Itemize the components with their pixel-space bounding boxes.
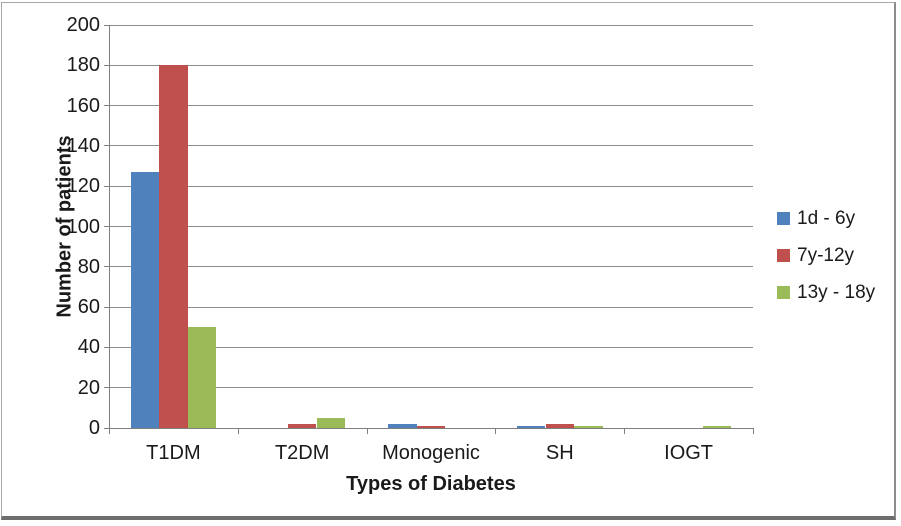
x-tick-mark xyxy=(753,429,754,434)
x-axis-line xyxy=(109,428,754,429)
x-category-label: T1DM xyxy=(146,442,201,464)
legend-item: 13y - 18y xyxy=(777,280,875,305)
y-tick-label: 20 xyxy=(77,376,100,399)
gridline xyxy=(109,145,753,147)
gridline xyxy=(109,387,753,389)
bar-1d-6y-SH xyxy=(516,426,546,428)
gridline xyxy=(109,24,753,26)
bar-7y-12y-T1DM xyxy=(159,65,188,428)
y-tick-mark xyxy=(104,387,109,389)
y-tick-mark xyxy=(104,226,109,227)
legend-item: 1d - 6y xyxy=(777,206,875,231)
legend-item: 7y-12y xyxy=(777,243,875,268)
x-tick-mark xyxy=(237,429,239,434)
y-tick-label: 140 xyxy=(66,134,100,157)
y-tick-label: 200 xyxy=(66,14,100,36)
x-tick-mark xyxy=(495,429,497,434)
legend-swatch-icon xyxy=(777,212,790,225)
x-category-label: SH xyxy=(545,442,574,464)
gridline xyxy=(109,64,753,66)
bar-1d-6y-T1DM xyxy=(130,172,160,428)
gridline xyxy=(109,346,753,348)
y-tick-label: 40 xyxy=(77,336,100,359)
y-tick-mark xyxy=(104,24,109,26)
legend-label: 7y-12y xyxy=(797,244,855,266)
legend: 1d - 6y 7y-12y 13y - 18y xyxy=(777,206,875,317)
y-tick-label: 100 xyxy=(66,215,100,238)
x-category-label: Monogenic xyxy=(382,442,480,464)
legend-label: 13y - 18y xyxy=(797,281,876,303)
y-tick-mark xyxy=(104,306,109,308)
gridline xyxy=(109,266,753,268)
y-tick-mark xyxy=(104,145,109,147)
y-tick-label: 120 xyxy=(66,175,100,198)
legend-label: 1d - 6y xyxy=(797,207,856,229)
y-tick-mark xyxy=(104,185,109,187)
y-tick-label: 80 xyxy=(77,255,100,278)
y-axis-line xyxy=(109,25,110,429)
y-tick-label: 0 xyxy=(88,417,100,439)
bar-13y-18y-SH xyxy=(574,426,603,428)
x-category-label: T2DM xyxy=(274,442,330,464)
bar-13y-18y-IOGT xyxy=(702,426,732,428)
y-tick-mark xyxy=(104,266,109,268)
y-tick-mark xyxy=(104,105,109,107)
y-tick-mark xyxy=(104,427,109,429)
plot-area xyxy=(109,24,753,428)
y-tick-label: 60 xyxy=(77,296,100,319)
y-tick-label: 160 xyxy=(66,94,100,117)
bar-13y-18y-T2DM xyxy=(316,417,346,428)
gridline xyxy=(109,185,753,187)
bar-1d-6y-Monogenic xyxy=(388,423,417,428)
gridline xyxy=(109,105,753,107)
x-axis-title: Types of Diabetes xyxy=(346,473,516,495)
x-tick-mark xyxy=(109,429,110,434)
x-category-label: IOGT xyxy=(664,442,714,464)
legend-swatch-icon xyxy=(777,249,790,262)
bar-7y-12y-SH xyxy=(545,423,575,428)
y-tick-mark xyxy=(104,346,109,348)
x-tick-mark xyxy=(624,429,626,434)
bar-7y-12y-T2DM xyxy=(287,423,317,428)
x-tick-mark xyxy=(366,429,368,434)
bar-7y-12y-Monogenic xyxy=(416,426,446,428)
bar-13y-18y-T1DM xyxy=(187,327,217,428)
legend-swatch-icon xyxy=(777,286,790,299)
y-tick-label: 180 xyxy=(66,54,100,77)
y-tick-mark xyxy=(104,64,109,66)
gridline xyxy=(109,226,753,227)
gridline xyxy=(109,306,753,308)
